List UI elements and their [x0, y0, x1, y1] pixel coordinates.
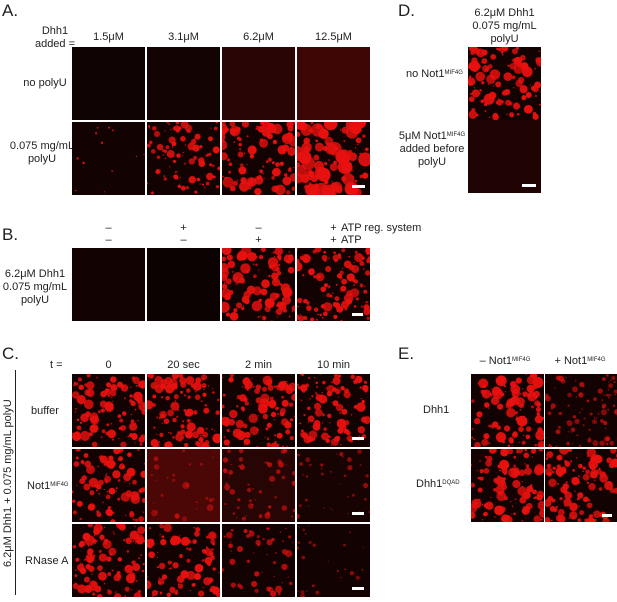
scale-bar [522, 184, 536, 187]
panel-c-col-4: 10 min [297, 359, 370, 372]
panel-c-col-1: 0 [72, 359, 145, 372]
micrograph [297, 47, 370, 120]
micrograph [147, 122, 220, 195]
panel-c-col-3: 2 min [222, 359, 295, 372]
micrograph [72, 374, 145, 447]
panel-c-row-not1: Not1MIF4G [27, 480, 69, 493]
micrograph [72, 47, 145, 120]
panel-c-vertical-label: 6.2μM Dhh1 + 0.075 mg/mL polyU [2, 399, 14, 567]
micrograph [297, 248, 370, 321]
panel-b-letter: B. [2, 226, 18, 244]
micrograph [222, 248, 295, 321]
scale-bar [352, 185, 365, 188]
micrograph [222, 449, 295, 522]
scale-bar [602, 514, 612, 517]
micrograph [72, 122, 145, 195]
panel-b-row-line3: polyU [2, 294, 68, 307]
panel-c-row-rnase: RNase A [25, 555, 68, 568]
panel-a-col-3: 6.2μM [222, 31, 295, 44]
panel-a-row-polyu-line1: 0.075 mg/mL [2, 140, 82, 153]
panel-d-row2-line2: added before [390, 143, 474, 156]
micrograph [72, 524, 145, 597]
micrograph [222, 122, 295, 195]
panel-d-row2-line3: polyU [390, 156, 474, 169]
panel-b-row-line2: 0.075 mg/mL [2, 281, 68, 294]
panel-d-row2-line1: 5μM Not1MIF4G [390, 130, 474, 143]
panel-d-header-line3: polyU [468, 33, 541, 46]
scale-bar [352, 437, 364, 440]
panel-d-header-line1: 6.2μM Dhh1 [468, 7, 541, 20]
panel-a-letter: A. [2, 2, 18, 20]
scale-bar [352, 313, 363, 316]
micrograph [222, 524, 295, 597]
panel-e-col-plus: + Not1MIF4G [543, 355, 617, 368]
micrograph [222, 47, 295, 120]
panel-a-row-polyu-line2: polyU [2, 153, 82, 166]
scale-bar [352, 512, 364, 515]
micrograph [222, 374, 295, 447]
panel-d-header-line2: 0.075 mg/mL [463, 20, 546, 33]
panel-d-row-no-not1: no Not1MIF4G [406, 68, 463, 81]
panel-b-atp-sign-3: + [222, 234, 295, 247]
micrograph [147, 524, 220, 597]
panel-b-atp-label: ATP [341, 234, 362, 247]
panel-d-letter: D. [398, 2, 415, 20]
micrograph [468, 47, 541, 120]
panel-c-t-label: t = [50, 359, 63, 372]
panel-c-letter: C. [2, 345, 19, 363]
panel-c-col-2: 20 sec [147, 359, 220, 372]
panel-e-row-dhh1: Dhh1 [423, 404, 449, 417]
panel-a-col-2: 3.1μM [147, 31, 220, 44]
panel-a-col-4: 12.5μM [297, 31, 370, 44]
micrograph [72, 248, 145, 321]
micrograph [471, 449, 544, 522]
panel-b-atp-sign-2: – [147, 234, 220, 247]
panel-b-atp-sign-1: – [72, 234, 145, 247]
panel-e-letter: E. [398, 345, 414, 363]
micrograph [545, 449, 617, 522]
micrograph [468, 120, 541, 193]
micrograph [147, 47, 220, 120]
panel-e-row-dhh1-dqad: Dhh1DQAD [416, 478, 460, 491]
panel-b-row-line1: 6.2μM Dhh1 [2, 268, 68, 281]
micrograph [147, 374, 220, 447]
micrograph [471, 374, 544, 447]
panel-c-bracket-line [15, 370, 16, 595]
micrograph [147, 449, 220, 522]
micrograph [545, 374, 617, 447]
panel-a-row-no-polyu: no polyU [10, 77, 80, 90]
micrograph [72, 449, 145, 522]
panel-a-col-1: 1.5μM [72, 31, 145, 44]
panel-c-row-buffer: buffer [31, 405, 59, 418]
micrograph [147, 248, 220, 321]
scale-bar [352, 587, 364, 590]
panel-e-col-minus: – Not1MIF4G [466, 355, 544, 368]
